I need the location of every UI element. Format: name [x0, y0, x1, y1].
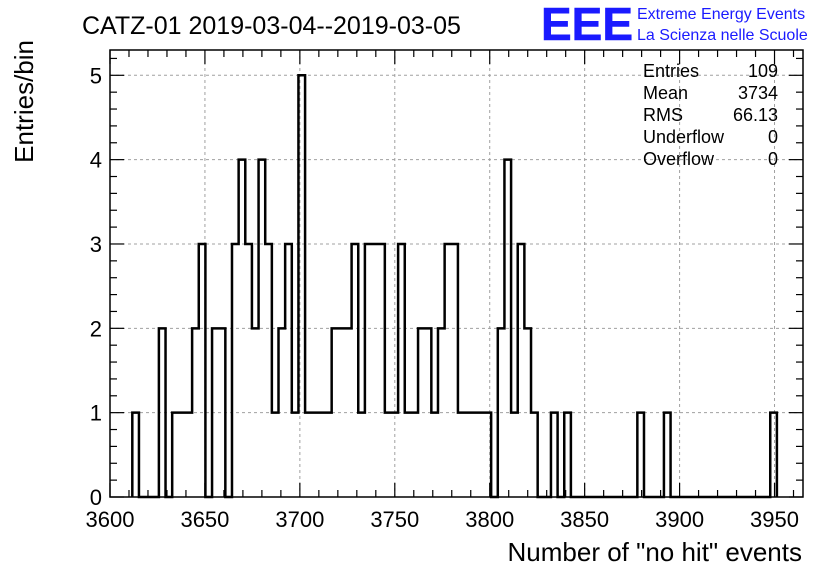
- histogram-bin-26: [332, 328, 339, 497]
- histogram-bin-51: [498, 328, 505, 497]
- histogram-bin-4: [185, 413, 192, 497]
- x-tick-label-3: 3750: [370, 507, 419, 532]
- y-tick-label-3: 3: [90, 232, 102, 257]
- x-tick-label-1: 3650: [180, 507, 229, 532]
- y-tick-label-2: 2: [90, 316, 102, 341]
- histogram-bin-54: [518, 244, 525, 497]
- histogram-bin-46: [465, 413, 472, 497]
- stats-label-mean: Mean: [643, 83, 688, 103]
- x-tick-label-7: 3950: [750, 507, 799, 532]
- stats-label-entries: Entries: [643, 61, 699, 81]
- histogram-bin-55: [524, 328, 531, 497]
- eee-logo-mark: EEE: [541, 0, 633, 50]
- stats-value-overflow: 0: [768, 149, 778, 169]
- histogram-outline: [131, 74, 779, 499]
- histogram-bin-30: [358, 413, 365, 497]
- histogram-bin-29: [352, 244, 359, 497]
- stats-value-entries: 109: [748, 61, 778, 81]
- histogram-bin-9: [219, 328, 226, 497]
- histogram-bin-3: [179, 413, 186, 497]
- histogram-bin-53: [511, 413, 518, 497]
- stats-value-rms: 66.13: [733, 105, 778, 125]
- x-tick-label-0: 3600: [86, 507, 135, 532]
- histogram-bin-17: [272, 413, 279, 497]
- eee-logo-line2: La Scienza nelle Scuole: [637, 27, 808, 44]
- histogram-bin-11: [232, 244, 239, 497]
- histogram-bin-23: [312, 413, 319, 497]
- histogram-bin-58: [564, 413, 571, 497]
- histogram-bin-2: [172, 413, 179, 497]
- histogram-bin-47: [471, 413, 478, 497]
- histogram-bin-22: [305, 413, 312, 497]
- y-tick-label-4: 4: [90, 148, 102, 173]
- histogram-bin-42: [438, 328, 445, 497]
- histogram-bin-6: [199, 244, 206, 497]
- histogram-bin-56: [531, 413, 538, 497]
- histogram-bin-39: [418, 328, 425, 497]
- y-tick-label-5: 5: [90, 63, 102, 88]
- x-tick-label-2: 3700: [275, 507, 324, 532]
- histogram-bin-19: [285, 244, 292, 497]
- histogram-bin-40: [425, 328, 432, 497]
- y-tick-label-0: 0: [90, 485, 102, 510]
- axis-ticks: [109, 50, 803, 498]
- histogram-bin-52: [504, 160, 511, 497]
- x-tick-label-4: 3800: [465, 507, 514, 532]
- y-tick-label-1: 1: [90, 401, 102, 426]
- histogram-bin-49: [485, 413, 492, 497]
- histogram-bin-24: [318, 413, 325, 497]
- histogram-bin-59: [637, 413, 644, 497]
- histogram-bin-36: [398, 244, 405, 497]
- histogram-bin-1: [159, 328, 166, 497]
- histogram-bin-44: [451, 244, 458, 497]
- histogram-bin-57: [551, 413, 558, 497]
- histogram-bin-0: [132, 413, 139, 497]
- tick-labels: 3600 3650 3700 3750 3800 3850 3900 3950 0 1 2 3 4 5: [86, 63, 799, 532]
- stats-label-rms: RMS: [643, 105, 683, 125]
- eee-logo: EEE Extreme Energy Events La Scienza nel…: [541, 0, 808, 50]
- histogram-bin-14: [252, 328, 259, 497]
- histogram-bin-37: [405, 413, 412, 497]
- eee-logo-line1: Extreme Energy Events: [637, 6, 805, 23]
- histogram-bin-20: [292, 413, 299, 497]
- histogram-bin-25: [325, 413, 332, 497]
- stats-value-underflow: 0: [768, 127, 778, 147]
- histogram-bin-15: [259, 160, 266, 497]
- histogram-bin-13: [245, 244, 252, 497]
- histogram-bin-31: [365, 244, 372, 497]
- histogram-bin-38: [411, 413, 418, 497]
- histogram-bin-21: [298, 75, 305, 497]
- histogram-bin-33: [378, 244, 385, 497]
- histogram-bin-12: [239, 160, 246, 497]
- stats-box: Entries 109 Mean 3734 RMS 66.13 Underflow 0 Over…: [643, 61, 778, 169]
- histogram-bin-5: [192, 328, 199, 497]
- histogram-bin-28: [345, 328, 352, 497]
- stats-label-underflow: Underflow: [643, 127, 725, 147]
- histogram-bin-8: [212, 328, 219, 497]
- histogram-bin-60: [664, 413, 671, 497]
- histogram-bin-34: [385, 413, 392, 497]
- x-tick-label-5: 3850: [560, 507, 609, 532]
- histogram-bin-45: [458, 413, 465, 497]
- histogram-bin-16: [265, 244, 272, 497]
- plot-frame: [109, 49, 804, 498]
- x-axis-title: Number of "no hit" events: [508, 537, 803, 567]
- histogram-bin-18: [279, 328, 286, 497]
- histogram-bin-48: [478, 413, 485, 497]
- stats-label-overflow: Overflow: [643, 149, 715, 169]
- y-axis-title: Entries/bin: [9, 40, 39, 163]
- histogram-bin-41: [431, 413, 438, 497]
- histogram-bin-35: [391, 413, 398, 497]
- histogram-bin-32: [372, 244, 379, 497]
- histogram-bin-43: [445, 244, 452, 497]
- stats-value-mean: 3734: [738, 83, 778, 103]
- histogram-bin-27: [338, 328, 345, 497]
- chart-title: CATZ-01 2019-03-04--2019-03-05: [82, 12, 461, 40]
- histogram-bin-61: [770, 413, 777, 497]
- x-tick-label-6: 3900: [655, 507, 704, 532]
